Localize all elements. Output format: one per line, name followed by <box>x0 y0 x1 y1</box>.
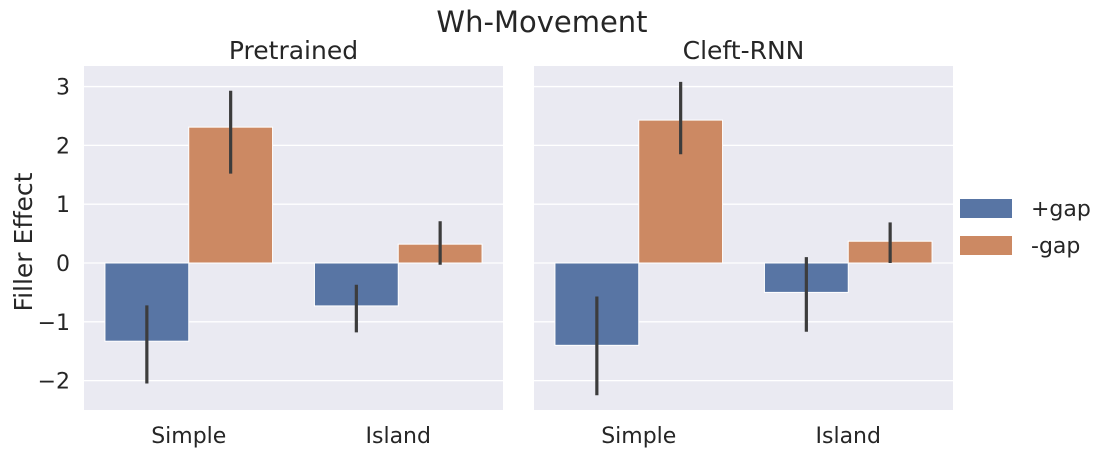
plot-area <box>84 66 503 410</box>
y-tick-label: −1 <box>38 311 70 336</box>
legend-label: +gap <box>1031 197 1091 222</box>
y-tick-label: −2 <box>38 370 70 395</box>
y-tick-label: 3 <box>56 76 70 101</box>
x-tick-label: Simple <box>151 424 226 449</box>
plot-area <box>534 66 953 410</box>
chart-title: Wh-Movement <box>436 5 647 39</box>
y-tick-label: 2 <box>56 134 70 159</box>
x-tick-label: Island <box>816 424 881 449</box>
x-tick-label: Island <box>366 424 431 449</box>
legend: +gap -gap <box>960 197 1091 259</box>
x-tick-label: Simple <box>601 424 676 449</box>
y-tick-label: 0 <box>56 252 70 277</box>
panel-1: −2 −1 0 1 2 3 Pretrained Simple Island <box>38 36 503 449</box>
legend-swatch <box>960 236 1012 255</box>
panels: −2 −1 0 1 2 3 Pretrained Simple Island Cleft-RNN S… <box>38 36 953 449</box>
legend-swatch <box>960 199 1012 218</box>
legend-label: -gap <box>1031 234 1080 259</box>
panel-title: Cleft-RNN <box>683 36 805 65</box>
panel-title: Pretrained <box>229 36 358 65</box>
panel-2: Cleft-RNN Simple Island <box>534 36 953 449</box>
y-tick-label: 1 <box>56 193 70 218</box>
y-axis-label: Filler Effect <box>9 172 38 311</box>
